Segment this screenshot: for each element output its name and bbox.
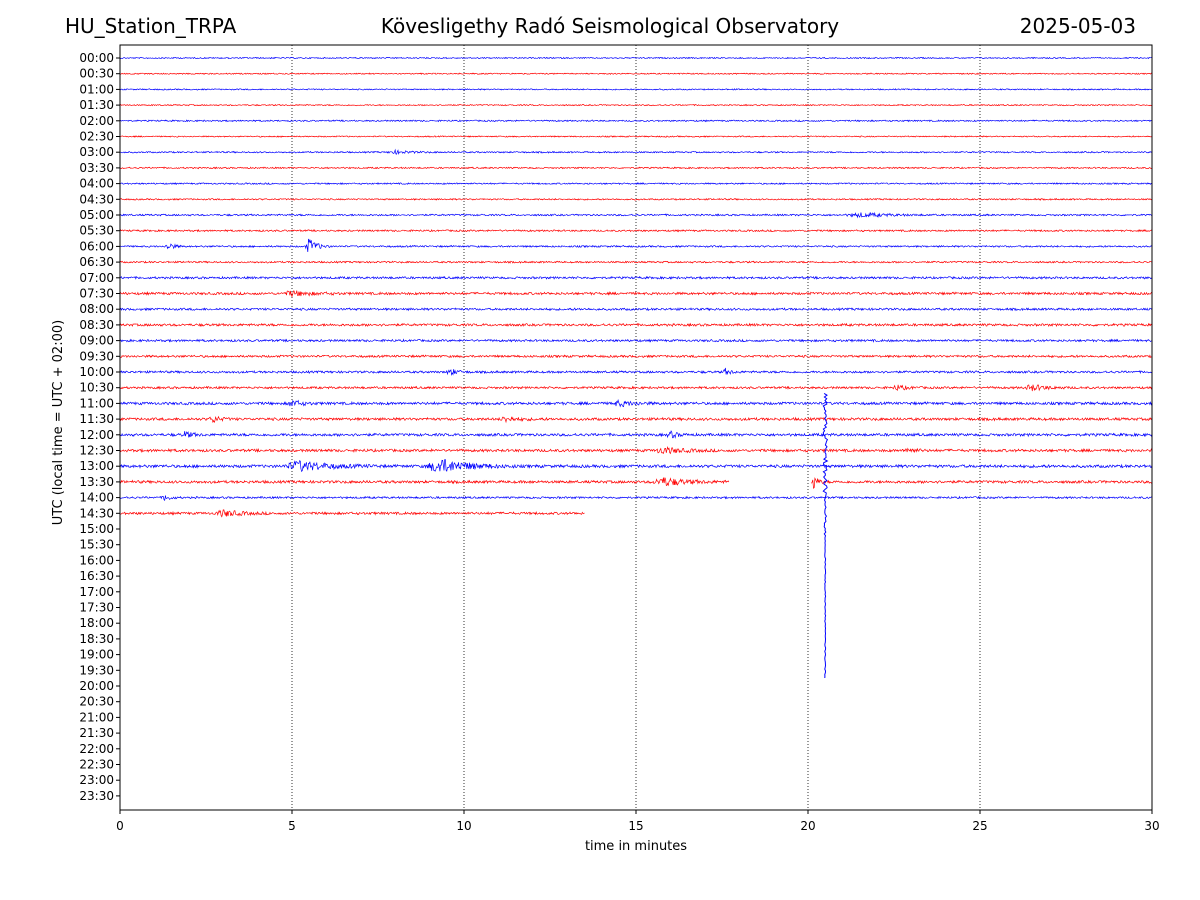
y-tick-label: 13:30 xyxy=(79,475,114,489)
trace-0900 xyxy=(120,338,1153,343)
y-tick-label: 15:00 xyxy=(79,522,114,536)
y-tick-label: 00:30 xyxy=(79,67,114,81)
trace-1000 xyxy=(119,367,1153,377)
y-tick-label: 03:30 xyxy=(79,161,114,175)
trace-1330 xyxy=(119,477,730,487)
chart-title: Kövesligethy Radó Seismological Observat… xyxy=(380,14,840,38)
x-tick-label: 25 xyxy=(972,819,987,833)
y-tick-label: 23:00 xyxy=(79,773,114,787)
y-tick-label: 01:00 xyxy=(79,82,114,96)
y-tick-label: 06:30 xyxy=(79,255,114,269)
y-axis-label: UTC (local time = UTC + 02:00) xyxy=(51,320,66,525)
trace-0430 xyxy=(119,197,1153,201)
trace-0530 xyxy=(119,228,1153,233)
y-tick-label: 10:30 xyxy=(79,381,114,395)
y-tick-label: 04:30 xyxy=(79,192,114,206)
y-tick-label: 20:00 xyxy=(79,679,114,693)
y-tick-label: 08:30 xyxy=(79,318,114,332)
trace-0630 xyxy=(119,260,1153,264)
y-tick-label: 18:00 xyxy=(79,616,114,630)
y-tick-label: 02:30 xyxy=(79,130,114,144)
x-tick-label: 5 xyxy=(288,819,296,833)
y-tick-label: 03:00 xyxy=(79,145,114,159)
seismogram-traces xyxy=(119,56,1153,679)
x-tick-label: 0 xyxy=(116,819,124,833)
y-tick-label: 11:00 xyxy=(79,396,114,410)
station-name: HU_Station_TRPA xyxy=(65,14,237,38)
trace-1130 xyxy=(119,415,1153,424)
trace-0400 xyxy=(119,182,1153,186)
trace-0030 xyxy=(119,72,1153,76)
y-tick-label: 12:30 xyxy=(79,444,114,458)
y-tick-label: 09:30 xyxy=(79,349,114,363)
y-tick-label: 22:30 xyxy=(79,758,114,772)
large-event-spike xyxy=(822,392,829,679)
chart-date: 2025-05-03 xyxy=(1019,14,1136,38)
y-tick-label: 13:00 xyxy=(79,459,114,473)
y-tick-label: 09:00 xyxy=(79,334,114,348)
y-tick-label: 14:00 xyxy=(79,491,114,505)
y-tick-label: 20:30 xyxy=(79,695,114,709)
y-tick-label: 17:30 xyxy=(79,601,114,615)
y-tick-label: 15:30 xyxy=(79,538,114,552)
trace-1330 xyxy=(811,477,1153,489)
trace-0230 xyxy=(119,135,1153,138)
y-tick-label: 19:30 xyxy=(79,663,114,677)
trace-1230 xyxy=(119,445,1153,455)
trace-1430 xyxy=(119,509,585,518)
grid-lines xyxy=(291,45,981,810)
trace-0130 xyxy=(119,103,1153,107)
y-tick-label: 23:30 xyxy=(79,789,114,803)
y-tick-label: 12:00 xyxy=(79,428,114,442)
y-tick-label: 01:30 xyxy=(79,98,114,112)
trace-0500 xyxy=(119,211,1153,219)
y-tick-label: 07:00 xyxy=(79,271,114,285)
trace-0600 xyxy=(119,238,1153,253)
trace-1400 xyxy=(119,495,1153,501)
y-tick-label: 19:00 xyxy=(79,648,114,662)
y-tick-label: 00:00 xyxy=(79,51,114,65)
y-tick-label: 14:30 xyxy=(79,506,114,520)
y-tick-label: 10:00 xyxy=(79,365,114,379)
x-tick-label: 20 xyxy=(800,819,815,833)
x-tick-label: 10 xyxy=(456,819,471,833)
trace-1030 xyxy=(119,384,1153,392)
trace-0730 xyxy=(119,290,1153,298)
x-tick-label: 15 xyxy=(628,819,643,833)
trace-0100 xyxy=(119,88,1153,91)
y-tick-label: 18:30 xyxy=(79,632,114,646)
x-axis-label: time in minutes xyxy=(585,839,687,854)
trace-0330 xyxy=(119,166,1153,170)
trace-0300 xyxy=(119,148,1153,155)
trace-1300 xyxy=(119,459,1153,473)
y-tick-label: 05:30 xyxy=(79,224,114,238)
x-tick-label: 30 xyxy=(1144,819,1159,833)
trace-1200 xyxy=(119,430,1153,439)
trace-0700 xyxy=(119,275,1153,280)
y-tick-label: 21:30 xyxy=(79,726,114,740)
trace-0800 xyxy=(119,307,1153,312)
trace-1100 xyxy=(119,398,1153,408)
trace-0830 xyxy=(119,322,1153,328)
y-tick-label: 16:00 xyxy=(79,553,114,567)
trace-0930 xyxy=(119,354,1153,359)
trace-0200 xyxy=(119,119,1153,123)
y-tick-label: 16:30 xyxy=(79,569,114,583)
y-tick-label: 05:00 xyxy=(79,208,114,222)
y-tick-label: 04:00 xyxy=(79,177,114,191)
y-tick-label: 08:00 xyxy=(79,302,114,316)
y-tick-label: 17:00 xyxy=(79,585,114,599)
y-tick-label: 02:00 xyxy=(79,114,114,128)
y-tick-label: 11:30 xyxy=(79,412,114,426)
y-tick-label: 22:00 xyxy=(79,742,114,756)
y-tick-label: 21:00 xyxy=(79,710,114,724)
trace-0000 xyxy=(119,56,1153,60)
y-tick-label: 07:30 xyxy=(79,287,114,301)
y-tick-label: 06:00 xyxy=(79,239,114,253)
